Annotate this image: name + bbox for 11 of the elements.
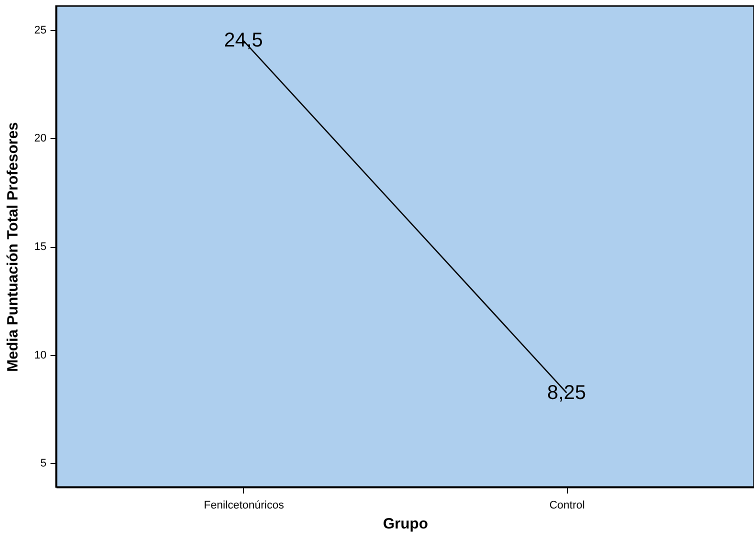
y-axis-title: Media Puntuación Total Profesores [4, 122, 22, 372]
data-label: 8,25 [547, 382, 586, 404]
x-axis-title: Grupo [383, 516, 428, 532]
y-tick-label: 5 [40, 458, 46, 470]
y-tick-label: 20 [34, 132, 46, 145]
y-tick-label: 10 [34, 349, 46, 362]
x-tick-label: Fenilcetonúricos [204, 500, 284, 512]
y-tick-label: 25 [34, 24, 46, 36]
x-tick-label: Control [549, 500, 585, 512]
data-label: 24,5 [224, 30, 263, 52]
y-tick-label: 15 [34, 241, 46, 253]
